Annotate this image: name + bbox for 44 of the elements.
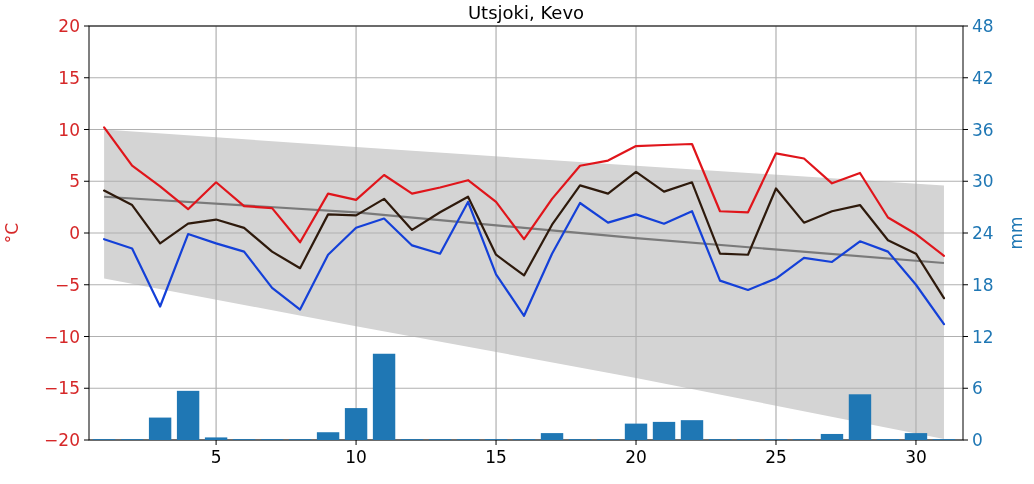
y-tick-label: −20 [44, 430, 80, 450]
x-tick-label: 5 [210, 447, 222, 467]
x-tick-label: 15 [485, 447, 507, 467]
y2-tick-label: 42 [972, 67, 994, 88]
line-series [103, 195, 946, 265]
y2-tick-label: 30 [972, 171, 994, 192]
bar [540, 433, 564, 440]
y2-tick-label: 36 [972, 119, 994, 140]
line-series [103, 200, 946, 326]
bar [148, 417, 172, 440]
bar [176, 390, 200, 440]
bar [680, 420, 704, 440]
bar [652, 421, 676, 440]
bar [820, 433, 844, 440]
bar [372, 353, 396, 440]
y2-tick-label: 18 [972, 274, 994, 295]
y-tick-label: 15 [58, 67, 80, 88]
y-tick-label: 0 [69, 223, 80, 243]
line-series [103, 170, 946, 300]
y-tick-label: −10 [44, 326, 80, 347]
y-tick-label: 10 [58, 119, 80, 140]
bar [316, 432, 340, 440]
x-tick-label: 10 [345, 447, 367, 467]
bar [204, 437, 228, 440]
x-tick-label: 20 [625, 447, 647, 467]
y-tick-label: 20 [58, 16, 80, 36]
bar [848, 394, 872, 440]
y2-axis-title: mm [1006, 216, 1026, 250]
x-tick-label: 30 [905, 447, 927, 467]
y-tick-label: 5 [69, 171, 80, 192]
line-series [103, 126, 946, 257]
y-tick-label: −15 [44, 378, 80, 399]
y2-tick-label: 24 [972, 223, 994, 243]
bar [904, 433, 928, 440]
y2-tick-label: 12 [972, 326, 994, 347]
y2-tick-label: 0 [972, 430, 983, 450]
y2-tick-label: 6 [972, 378, 983, 399]
bar [344, 408, 368, 440]
y-axis-title: °C [2, 222, 22, 244]
x-tick-label: 25 [765, 447, 787, 467]
y-tick-label: −5 [54, 274, 80, 295]
chart-title: Utsjoki, Kevo [467, 2, 585, 23]
y2-tick-label: 48 [972, 16, 994, 36]
bar [624, 423, 648, 440]
